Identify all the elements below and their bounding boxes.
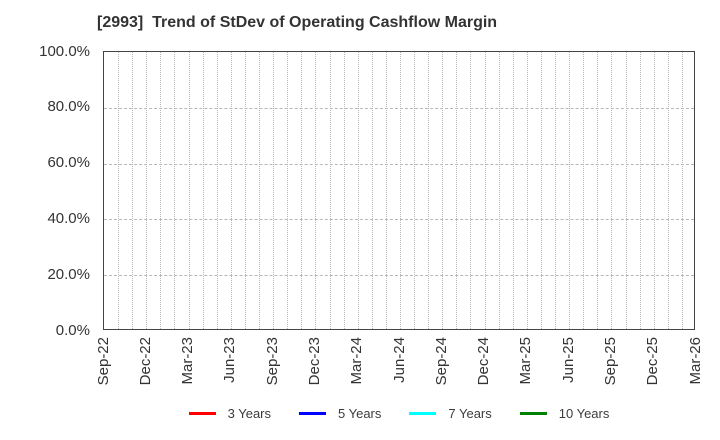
horizontal-gridline bbox=[104, 107, 694, 109]
vertical-gridline bbox=[160, 52, 162, 329]
vertical-gridline bbox=[611, 52, 613, 329]
vertical-gridline bbox=[667, 52, 669, 329]
vertical-gridline bbox=[273, 52, 275, 329]
legend-line-swatch-10-years bbox=[519, 411, 547, 415]
vertical-gridline bbox=[146, 52, 148, 329]
vertical-gridline bbox=[385, 52, 387, 329]
x-tick-label: Jun-24 bbox=[390, 337, 408, 383]
vertical-gridline bbox=[442, 52, 444, 329]
x-tick-label: Mar-23 bbox=[179, 337, 197, 385]
x-tick-label: Dec-25 bbox=[644, 337, 662, 386]
horizontal-gridline bbox=[104, 219, 694, 221]
x-tick-label: Dec-24 bbox=[475, 337, 493, 386]
x-tick-label: Sep-23 bbox=[263, 337, 281, 386]
vertical-gridline bbox=[428, 52, 430, 329]
vertical-gridline bbox=[526, 52, 528, 329]
y-tick-label: 60.0% bbox=[47, 154, 90, 172]
vertical-gridline bbox=[230, 52, 232, 329]
x-tick-label: Sep-22 bbox=[94, 337, 112, 386]
legend-item-3-years: 3 Years bbox=[188, 405, 271, 421]
y-tick-label: 100.0% bbox=[39, 42, 90, 60]
vertical-gridline bbox=[216, 52, 218, 329]
vertical-gridline bbox=[301, 52, 303, 329]
legend-line-swatch-5-years bbox=[299, 411, 326, 415]
y-tick-label: 80.0% bbox=[47, 98, 90, 116]
y-tick-label: 20.0% bbox=[47, 265, 90, 283]
vertical-gridline bbox=[287, 52, 289, 329]
vertical-gridline bbox=[498, 52, 500, 329]
legend-line-swatch-3-years bbox=[188, 411, 216, 415]
chart-title: [2993] Trend of StDev of Operating Cashf… bbox=[97, 14, 498, 31]
vertical-gridline bbox=[569, 52, 571, 329]
x-tick-label: Sep-25 bbox=[601, 337, 619, 386]
vertical-gridline bbox=[174, 52, 176, 329]
vertical-gridline bbox=[470, 52, 472, 329]
vertical-gridline bbox=[118, 52, 120, 329]
y-tick-label: 0.0% bbox=[55, 321, 90, 339]
vertical-gridline bbox=[371, 52, 373, 329]
vertical-gridline bbox=[357, 52, 359, 329]
vertical-gridline bbox=[597, 52, 599, 329]
x-tick-label: Dec-23 bbox=[305, 337, 323, 386]
vertical-gridline bbox=[315, 52, 317, 329]
legend-item-10-years: 10 Years bbox=[519, 405, 610, 421]
y-tick-label: 40.0% bbox=[47, 209, 90, 227]
x-tick-label: Sep-24 bbox=[432, 337, 450, 386]
vertical-gridline bbox=[188, 52, 190, 329]
x-tick-label: Dec-22 bbox=[136, 337, 154, 386]
vertical-gridline bbox=[343, 52, 345, 329]
vertical-gridline bbox=[681, 52, 683, 329]
legend-item-7-years: 7 Years bbox=[409, 405, 492, 421]
vertical-gridline bbox=[583, 52, 585, 329]
vertical-gridline bbox=[132, 52, 134, 329]
legend-item-5-years: 5 Years bbox=[299, 406, 381, 421]
vertical-gridline bbox=[555, 52, 557, 329]
x-tick-label: Jun-23 bbox=[221, 337, 239, 383]
legend: 3 Years 5 Years 7 Years 10 Years bbox=[103, 404, 695, 422]
horizontal-gridline bbox=[104, 275, 694, 277]
vertical-gridline bbox=[400, 52, 401, 329]
x-tick-label: Mar-24 bbox=[348, 337, 366, 385]
legend-label-3-years: 3 Years bbox=[227, 405, 271, 421]
vertical-gridline bbox=[202, 52, 204, 329]
x-tick-label: Jun-25 bbox=[559, 337, 577, 383]
vertical-gridline bbox=[653, 52, 655, 329]
vertical-gridline bbox=[456, 52, 458, 329]
legend-label-7-years: 7 Years bbox=[448, 405, 492, 421]
vertical-gridline bbox=[244, 52, 246, 329]
vertical-gridline bbox=[625, 52, 627, 329]
vertical-gridline bbox=[414, 52, 416, 329]
legend-label-5-years: 5 Years bbox=[338, 405, 382, 421]
x-tick-label: Mar-26 bbox=[686, 337, 704, 385]
x-tick-label: Mar-25 bbox=[517, 337, 535, 385]
horizontal-gridline bbox=[104, 163, 694, 165]
legend-line-swatch-7-years bbox=[409, 411, 437, 415]
legend-label-10-years: 10 Years bbox=[558, 405, 610, 421]
vertical-gridline bbox=[512, 52, 514, 329]
vertical-gridline bbox=[329, 52, 331, 329]
vertical-gridline bbox=[639, 52, 641, 329]
vertical-gridline bbox=[484, 52, 486, 329]
plot-area bbox=[103, 51, 695, 330]
vertical-gridline bbox=[259, 52, 261, 329]
vertical-gridline bbox=[540, 52, 542, 329]
